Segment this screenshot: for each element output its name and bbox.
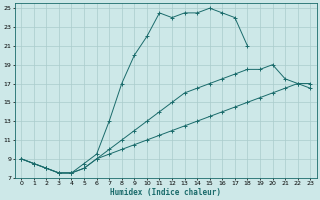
X-axis label: Humidex (Indice chaleur): Humidex (Indice chaleur)	[110, 188, 221, 197]
